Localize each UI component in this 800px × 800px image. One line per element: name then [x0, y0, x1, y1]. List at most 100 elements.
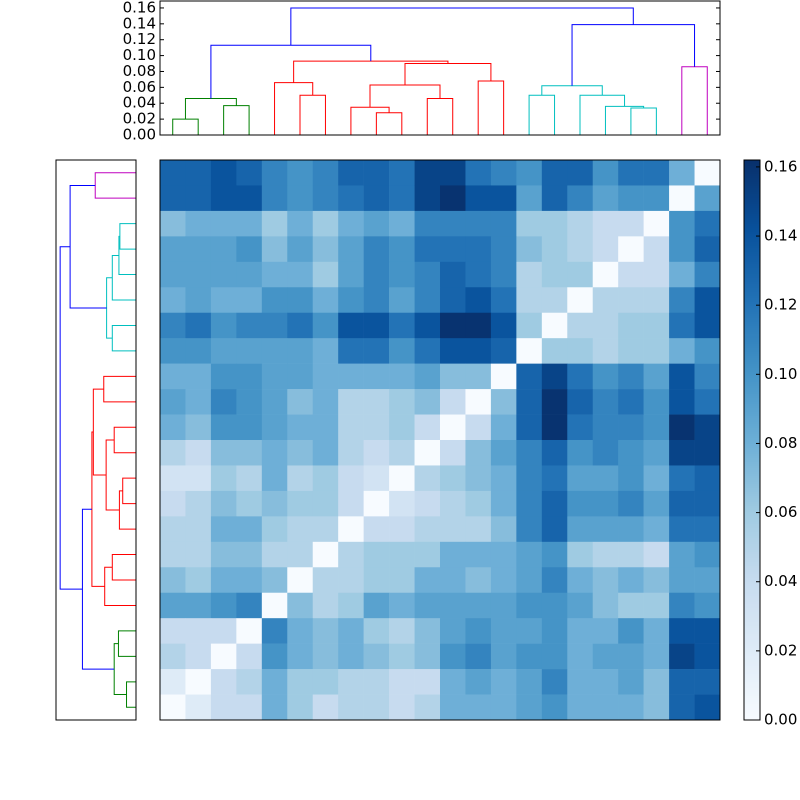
heatmap-cell [541, 643, 568, 670]
y-tick-label: 0.02 [123, 110, 156, 128]
heatmap-cell [516, 185, 543, 212]
colorbar-band [744, 698, 760, 701]
colorbar-band [744, 244, 760, 247]
colorbar-band [744, 592, 760, 595]
heatmap-cell [312, 516, 339, 543]
colorbar-band [744, 596, 760, 599]
heatmap-cell [669, 363, 695, 390]
colorbar-band [744, 216, 760, 219]
colorbar-band [744, 318, 760, 321]
top-dendrogram-link [184, 97, 237, 120]
colorbar-band [744, 666, 760, 669]
heatmap-cell [261, 567, 288, 594]
heatmap-cell [185, 261, 212, 288]
heatmap-cell [287, 236, 314, 263]
heatmap-cell [160, 618, 186, 644]
colorbar-band [744, 166, 760, 169]
heatmap-cell [236, 389, 263, 415]
heatmap-cell [160, 694, 186, 721]
colorbar-band [744, 364, 760, 367]
heatmap-cell [287, 363, 314, 390]
heatmap-cell [312, 618, 339, 644]
colorbar-band [744, 614, 760, 617]
heatmap-cell [669, 669, 695, 695]
colorbar-band [744, 484, 760, 487]
heatmap-cell [363, 465, 390, 492]
heatmap-cell [618, 261, 644, 288]
colorbar-band [744, 182, 760, 185]
colorbar-band [744, 204, 760, 207]
heatmap-cell [618, 312, 644, 339]
colorbar-band [744, 440, 760, 443]
heatmap-cell [210, 694, 237, 721]
colorbar-band [744, 676, 760, 679]
heatmap-cell [465, 465, 492, 492]
colorbar-band [744, 628, 760, 631]
colorbar-band [744, 240, 760, 243]
heatmap-cell [618, 389, 644, 415]
heatmap-cell [694, 567, 721, 594]
heatmap-cell [516, 669, 543, 695]
heatmap-cell [160, 389, 186, 415]
heatmap-cell [185, 363, 212, 390]
heatmap-cell [236, 592, 263, 619]
colorbar-band [744, 214, 760, 217]
heatmap-cell [516, 363, 543, 390]
colorbar-band [744, 404, 760, 407]
heatmap-cell [567, 414, 594, 441]
heatmap-cell [287, 440, 314, 466]
heatmap-cell [236, 261, 263, 288]
heatmap-cell [261, 440, 288, 466]
heatmap-cell [465, 338, 492, 364]
y-tick-label: 0.04 [123, 94, 156, 112]
heatmap-cell [338, 363, 364, 390]
heatmap-cell [363, 312, 390, 339]
colorbar-tick-label: 0.00 [764, 711, 797, 729]
left-dendrogram-link [81, 508, 115, 670]
colorbar-band [744, 372, 760, 375]
heatmap-cell [210, 363, 237, 390]
heatmap-cell [567, 389, 594, 415]
heatmap-cell [287, 465, 314, 492]
heatmap-cell [694, 592, 721, 619]
heatmap-cell [160, 210, 186, 237]
heatmap-cell [516, 694, 543, 721]
heatmap-cell [516, 236, 543, 263]
colorbar-band [744, 238, 760, 241]
colorbar-band [744, 308, 760, 311]
heatmap-cell [618, 541, 644, 568]
heatmap-cell [516, 160, 543, 186]
colorbar-band [744, 674, 760, 677]
colorbar-band [744, 428, 760, 431]
colorbar-band [744, 334, 760, 337]
colorbar-band [744, 620, 760, 623]
heatmap-cell [414, 440, 441, 466]
colorbar-band [744, 430, 760, 433]
heatmap-cell [465, 389, 492, 415]
colorbar-tick-label: 0.12 [764, 296, 797, 314]
heatmap-cell [592, 643, 619, 670]
colorbar-band [744, 702, 760, 705]
heatmap-cell [210, 567, 237, 594]
heatmap-cell [516, 338, 543, 364]
heatmap-cell [389, 185, 415, 212]
colorbar-band [744, 626, 760, 629]
heatmap-cell [694, 643, 721, 670]
colorbar-band [744, 198, 760, 201]
colorbar-band [744, 206, 760, 209]
heatmap-cell [516, 516, 543, 543]
heatmap-cell [567, 694, 594, 721]
colorbar-band [744, 478, 760, 481]
colorbar-band [744, 566, 760, 569]
colorbar-band [744, 710, 760, 713]
colorbar-band [744, 512, 760, 515]
heatmap-cell [363, 210, 390, 237]
colorbar-band [744, 582, 760, 585]
heatmap-cell [389, 312, 415, 339]
heatmap-cell [389, 516, 415, 543]
heatmap-cell [338, 338, 364, 364]
heatmap-frame [159, 159, 721, 721]
heatmap-cell [618, 592, 644, 619]
colorbar-band [744, 704, 760, 707]
heatmap-cell [669, 261, 695, 288]
